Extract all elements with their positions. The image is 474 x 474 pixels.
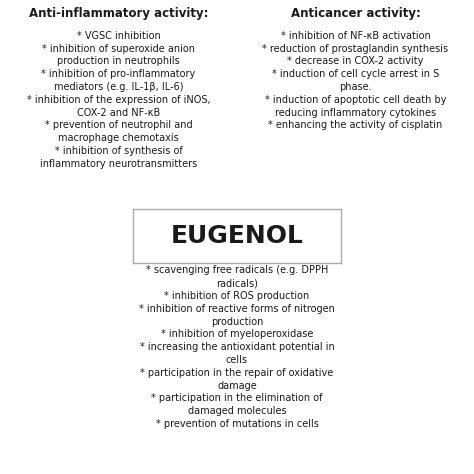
Text: * VGSC inhibition
* inhibition of superoxide anion
production in neutrophils
* i: * VGSC inhibition * inhibition of supero…	[27, 31, 210, 169]
Text: * scavenging free radicals (e.g. DPPH
radicals)
* inhibition of ROS production
*: * scavenging free radicals (e.g. DPPH ra…	[139, 265, 335, 429]
Text: Anticancer activity:: Anticancer activity:	[291, 7, 420, 20]
Text: * inhibition of NF-κB activation
* reduction of prostaglandin synthesis
* decrea: * inhibition of NF-κB activation * reduc…	[263, 31, 448, 130]
Text: EUGENOL: EUGENOL	[171, 224, 303, 248]
Text: Anti-inflammatory activity:: Anti-inflammatory activity:	[29, 7, 208, 20]
Text: Antioxidant activity:: Antioxidant activity:	[169, 244, 305, 257]
